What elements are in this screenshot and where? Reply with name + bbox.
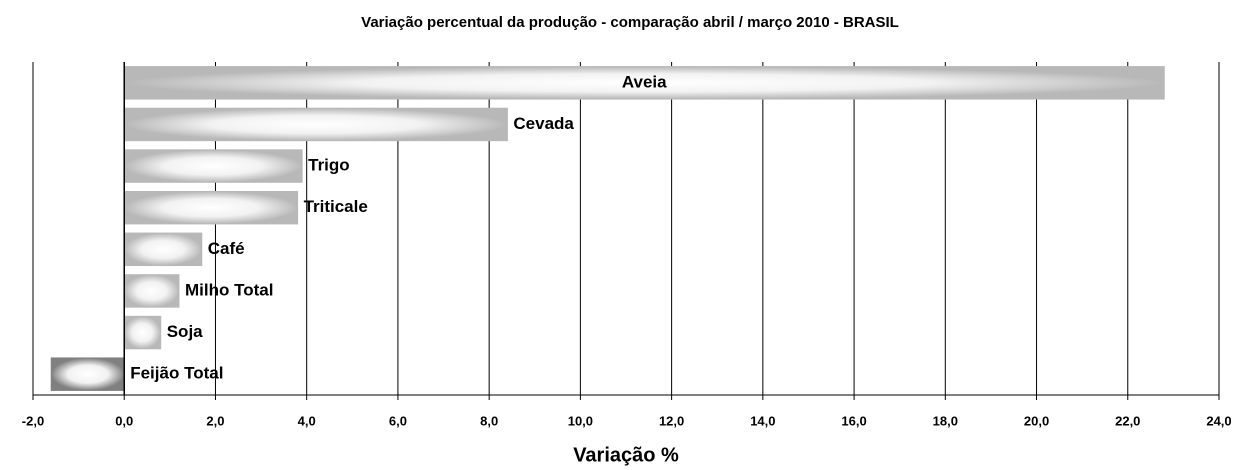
x-tick-label: 4,0 xyxy=(298,413,316,428)
x-tick-label: 8,0 xyxy=(480,413,498,428)
x-axis-title: Variação % xyxy=(573,444,679,466)
bar-label: Aveia xyxy=(622,72,667,91)
bar-label: Trigo xyxy=(308,156,350,175)
x-tick-label: 24,0 xyxy=(1206,413,1231,428)
bar xyxy=(123,107,508,142)
bar xyxy=(123,66,1165,100)
bar-label: Triticale xyxy=(304,197,368,216)
bar xyxy=(123,274,180,308)
bar-label: Feijão Total xyxy=(130,364,223,383)
x-tick-label: 18,0 xyxy=(933,413,958,428)
bar-label: Milho Total xyxy=(185,280,273,299)
bar xyxy=(123,190,299,225)
bar xyxy=(123,232,203,267)
x-tick-label: -2,0 xyxy=(22,413,44,428)
x-tick-label: 14,0 xyxy=(750,413,775,428)
x-tick-label: 6,0 xyxy=(389,413,407,428)
bar-label: Soja xyxy=(167,322,203,341)
x-tick-label: 16,0 xyxy=(841,413,866,428)
x-tick-label: 2,0 xyxy=(206,413,224,428)
bar xyxy=(123,149,303,183)
bar xyxy=(50,357,125,391)
x-tick-label: 0,0 xyxy=(115,413,133,428)
chart-title: Variação percentual da produção - compar… xyxy=(361,14,899,31)
x-tick-label: 20,0 xyxy=(1024,413,1049,428)
x-tick-label: 10,0 xyxy=(568,413,593,428)
x-tick-label: 22,0 xyxy=(1115,413,1140,428)
bar xyxy=(123,315,162,350)
bar-label: Café xyxy=(208,239,245,258)
x-tick-label: 12,0 xyxy=(659,413,684,428)
bar-label: Cevada xyxy=(513,114,574,133)
